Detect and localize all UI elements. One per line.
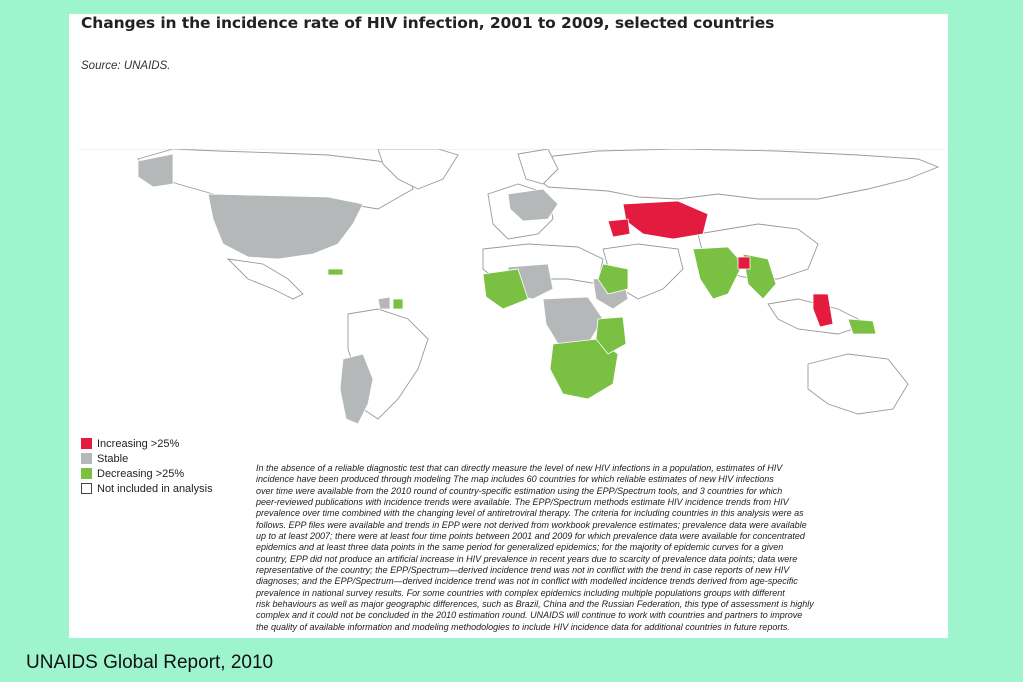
footnote-line: diagnoses; and the EPP/Spectrum—derived …	[256, 576, 798, 587]
not-included-swatch	[81, 483, 92, 494]
footnote-line: prevalence over time combined with the c…	[256, 508, 804, 519]
canada-region	[137, 149, 414, 210]
legend-stable: Stable	[81, 451, 213, 466]
west-africa-decreasing	[482, 268, 529, 310]
greenland-region	[377, 149, 459, 190]
footnote-line: incidence have been produced through mod…	[256, 474, 774, 485]
caribbean-decreasing	[327, 268, 344, 276]
footnote-line: over time were available from the 2010 r…	[256, 485, 783, 496]
footnote-line: complex and it could not be concluded in…	[256, 610, 803, 621]
east-africa-decreasing	[597, 263, 629, 295]
footnote-line: up to at least 2007; there were at least…	[256, 531, 805, 542]
png-decreasing	[847, 318, 877, 335]
legend-decreasing: Decreasing >25%	[81, 466, 213, 481]
legend-not-included: Not included in analysis	[81, 481, 213, 496]
bangladesh-increasing	[737, 256, 751, 270]
central-africa-stable	[542, 296, 604, 345]
legend-not-included-label: Not included in analysis	[97, 482, 213, 495]
guyana-stable	[377, 296, 391, 310]
alaska-stable	[137, 153, 174, 188]
eastern-europe-increasing	[607, 218, 631, 238]
legend-increasing: Increasing >25%	[81, 436, 213, 451]
increasing-countries	[607, 200, 834, 328]
legend-increasing-label: Increasing >25%	[97, 437, 180, 450]
europe-stable	[507, 188, 559, 222]
mexico-central-region	[226, 258, 304, 300]
footnote-line: the quality of available information and…	[256, 621, 790, 632]
figure-panel: Changes in the incidence rate of HIV inf…	[69, 14, 948, 638]
suriname-decreasing	[392, 298, 404, 310]
kazakhstan-increasing	[622, 200, 709, 240]
methodology-footnote: In the absence of a reliable diagnostic …	[256, 463, 936, 633]
footnote-line: epidemics and at least three data points…	[256, 542, 784, 553]
increasing-swatch	[81, 438, 92, 449]
figure-title: Changes in the incidence rate of HIV inf…	[81, 14, 775, 32]
map-legend: Increasing >25% Stable Decreasing >25% N…	[81, 436, 213, 496]
usa-stable	[207, 193, 364, 260]
footnote-line: prevalence in national survey results. F…	[256, 587, 785, 598]
source-note: Source: UNAIDS.	[81, 60, 171, 72]
zimbabwe-zambia-decreasing	[595, 316, 627, 355]
decreasing-countries	[327, 246, 877, 400]
footnote-line: peer-reviewed publications with incidenc…	[256, 497, 789, 508]
footnote-line: In the absence of a reliable diagnostic …	[256, 463, 783, 473]
decreasing-swatch	[81, 468, 92, 479]
legend-stable-label: Stable	[97, 452, 129, 465]
report-caption: UNAIDS Global Report, 2010	[26, 652, 274, 673]
legend-decreasing-label: Decreasing >25%	[97, 467, 185, 480]
world-map	[78, 149, 945, 425]
footnote-line: representative of the country; the EPP/S…	[256, 565, 790, 576]
footnote-line: risk behaviours as well as major geograp…	[256, 599, 814, 610]
india-decreasing	[692, 246, 744, 300]
stable-swatch	[81, 453, 92, 464]
scandinavia-region	[517, 149, 559, 185]
argentina-stable	[339, 353, 374, 425]
philippines-increasing	[812, 293, 834, 328]
footnote-line: follows. EPP files were available and tr…	[256, 519, 807, 530]
myanmar-thailand-decreasing	[742, 253, 777, 300]
russia-region	[527, 149, 940, 200]
footnote-line: country, EPP did not produce an artifici…	[256, 553, 798, 564]
australia-region	[807, 353, 909, 415]
